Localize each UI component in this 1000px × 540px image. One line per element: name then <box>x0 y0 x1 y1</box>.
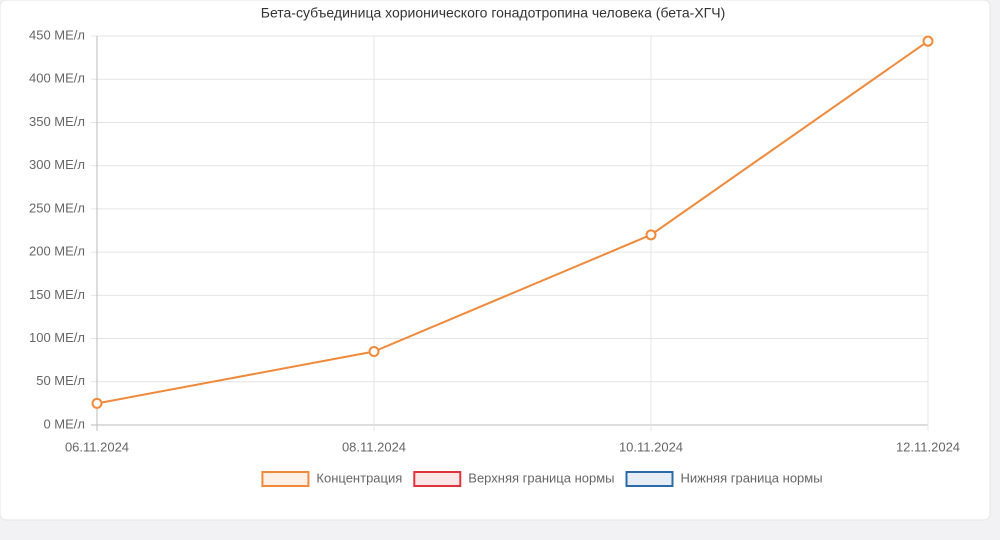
y-tick-label: 50 МЕ/л <box>36 373 85 388</box>
x-tick-label: 10.11.2024 <box>619 439 683 454</box>
point <box>645 229 657 241</box>
y-tick-label: 350 МЕ/л <box>29 114 85 129</box>
x-tick-label: 12.11.2024 <box>896 439 960 454</box>
y-tick-label: 300 МЕ/л <box>29 157 85 172</box>
legend-swatch <box>413 471 462 487</box>
legend-label: Нижняя граница нормы <box>681 470 823 485</box>
legend-swatch <box>625 471 674 487</box>
chart-title: Бета-субъединица хорионического гонадотр… <box>261 5 726 21</box>
point <box>368 346 380 358</box>
legend-label: Верхняя граница нормы <box>468 470 614 485</box>
y-tick-label: 250 МЕ/л <box>29 200 85 215</box>
x-tick-label: 06.11.2024 <box>65 439 129 454</box>
y-tick-label: 0 МЕ/л <box>43 416 85 431</box>
y-tick-label: 450 МЕ/л <box>29 27 85 42</box>
point <box>922 35 934 47</box>
y-tick-label: 150 МЕ/л <box>29 287 85 302</box>
line <box>96 40 929 405</box>
y-tick-label: 200 МЕ/л <box>29 244 85 259</box>
y-tick-label: 100 МЕ/л <box>29 330 85 345</box>
legend-label: Концентрация <box>316 470 402 485</box>
y-tick-label: 400 МЕ/л <box>29 71 85 86</box>
x-tick-label: 08.11.2024 <box>342 439 406 454</box>
legend-swatch <box>261 471 310 487</box>
card <box>0 0 991 521</box>
point <box>91 397 103 409</box>
